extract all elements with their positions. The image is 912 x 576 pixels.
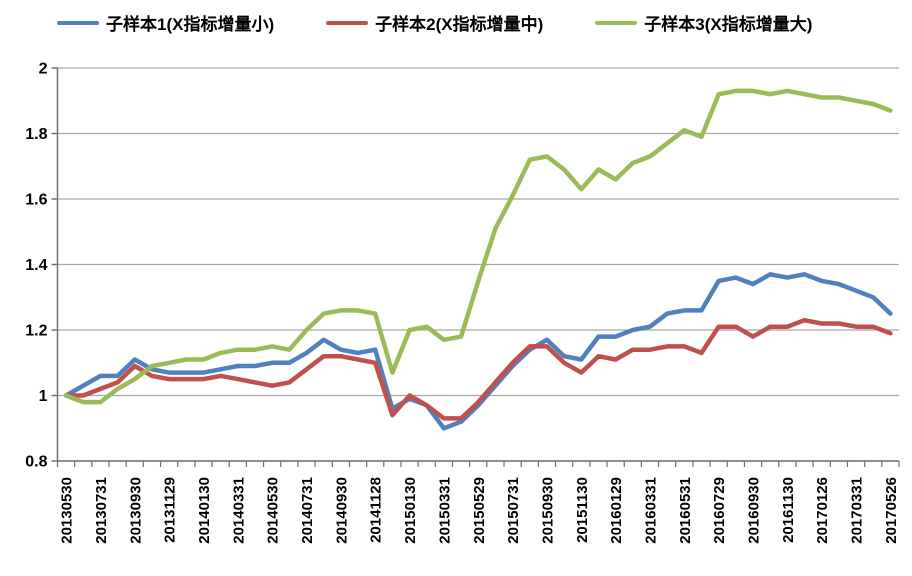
- x-axis-label: 20160531: [677, 477, 694, 544]
- series2-legend-label: 子样本2(X指标增量中): [375, 15, 544, 34]
- x-axis-label: 20161130: [780, 477, 797, 543]
- y-axis-label: 1.2: [25, 323, 47, 340]
- x-axis-label: 20160129: [608, 477, 625, 544]
- x-axis-label: 20160729: [711, 477, 728, 544]
- y-axis-label: 1: [39, 388, 48, 405]
- x-axis-label: 20130731: [93, 477, 110, 544]
- series-line-2: [63, 317, 893, 421]
- x-axis-label: 20140530: [265, 477, 282, 544]
- x-axis-label: 20150930: [539, 477, 556, 544]
- x-axis-label: 20170126: [814, 477, 831, 544]
- x-axis-label: 20150529: [471, 477, 488, 544]
- legend-item-series2: 子样本2(X指标增量中): [326, 10, 543, 35]
- legend-item-series3: 子样本3(X指标增量大): [595, 10, 812, 35]
- x-axis-label: 20131129: [162, 477, 179, 543]
- series1-line-swatch: [57, 20, 99, 25]
- series-line-3: [63, 88, 893, 405]
- y-axis-label: 1.6: [25, 192, 47, 209]
- series-line-1: [63, 272, 893, 431]
- x-axis-label: 20160331: [642, 477, 659, 544]
- series1-legend-label: 子样本1(X指标增量小): [106, 15, 275, 34]
- y-axis-label: 0.8: [25, 454, 47, 471]
- x-axis-label: 20130530: [59, 477, 76, 544]
- x-axis-label: 20130930: [127, 477, 144, 544]
- y-axis-label: 1.8: [25, 126, 47, 143]
- series2-line-swatch: [326, 20, 369, 25]
- x-axis-label: 20140731: [299, 477, 316, 544]
- x-axis-label: 20140130: [196, 477, 213, 544]
- x-axis-label: 20140331: [230, 477, 247, 544]
- x-axis-label: 20150130: [402, 477, 419, 544]
- x-axis-label: 20141128: [368, 477, 385, 543]
- x-axis-label: 20160930: [746, 477, 763, 544]
- x-axis-label: 20150331: [436, 477, 453, 544]
- x-axis-label: 20170526: [883, 477, 900, 544]
- x-axis-label: 20170331: [849, 477, 866, 544]
- y-axis-label: 2: [39, 61, 48, 78]
- y-axis-label: 1.4: [25, 257, 47, 274]
- chart-legend: 子样本1(X指标增量小) 子样本2(X指标增量中) 子样本3(X指标增量大): [57, 10, 812, 35]
- legend-item-series1: 子样本1(X指标增量小): [57, 10, 274, 35]
- x-axis-label: 20140930: [333, 477, 350, 544]
- x-axis-label: 20150731: [505, 477, 522, 544]
- x-axis-label: 20151130: [574, 477, 591, 543]
- series3-legend-label: 子样本3(X指标增量大): [644, 15, 813, 34]
- series3-line-swatch: [595, 20, 638, 25]
